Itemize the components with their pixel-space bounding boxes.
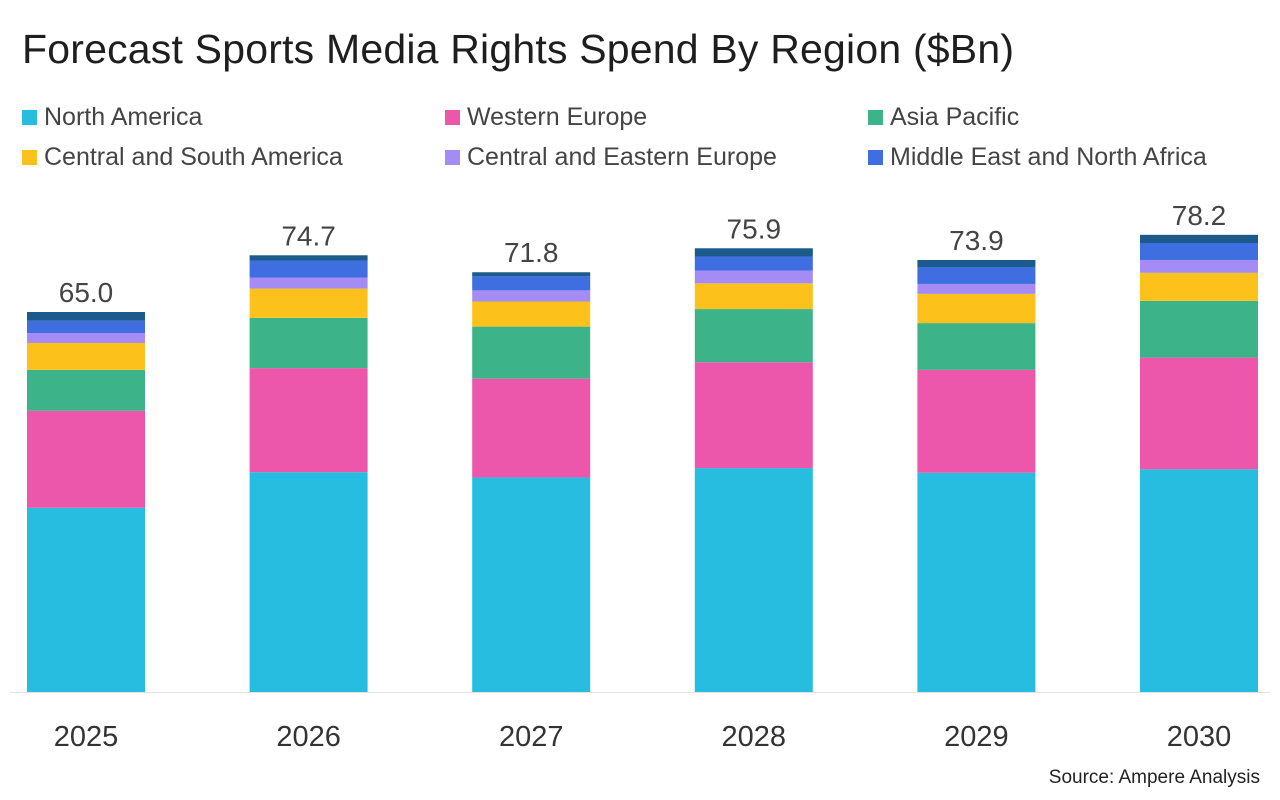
- bar-segment-central-and-eastern-europe-2029: [917, 283, 1036, 294]
- bar-segment-central-and-south-america-2030: [1140, 272, 1258, 301]
- legend-item-western-europe: Western Europe: [445, 102, 868, 131]
- bar-segment-other-2029: [917, 259, 1036, 267]
- legend-item-north-america: North America: [22, 102, 445, 131]
- bar-segment-other-2030: [1140, 234, 1258, 244]
- legend-swatch: [22, 109, 37, 125]
- bar-segment-north-america-2026: [249, 472, 368, 692]
- total-label: 65.0: [59, 277, 114, 308]
- legend-swatch: [445, 109, 460, 125]
- bar-segment-asia-pacific-2029: [917, 323, 1036, 370]
- legend-item-central-eastern-europe: Central and Eastern Europe: [445, 142, 868, 171]
- bar-segment-western-europe-2026: [249, 368, 368, 473]
- bar-segment-central-and-south-america-2028: [694, 283, 813, 310]
- source-note: Source: Ampere Analysis: [1048, 767, 1260, 788]
- chart-title: Forecast Sports Media Rights Spend By Re…: [22, 26, 1015, 72]
- bar-segment-western-europe-2027: [472, 378, 591, 478]
- bar-segment-north-america-2028: [694, 468, 813, 692]
- bar-segment-central-and-eastern-europe-2026: [249, 277, 368, 289]
- legend-item-central-south-america: Central and South America: [22, 142, 445, 171]
- bar-segment-western-europe-2029: [917, 369, 1036, 473]
- legend: North America Western Europe Asia Pacifi…: [22, 102, 1280, 171]
- legend-label: Central and South America: [44, 142, 343, 171]
- bar-segment-north-america-2030: [1140, 469, 1258, 692]
- bar-segment-middle-east-and-north-africa-2025: [27, 320, 145, 334]
- bar-segment-central-and-eastern-europe-2025: [27, 333, 145, 343]
- legend-item-mena: Middle East and North Africa: [868, 142, 1280, 171]
- bar-segment-asia-pacific-2026: [249, 317, 368, 369]
- bar-segment-north-america-2027: [472, 477, 591, 692]
- legend-label: Middle East and North Africa: [890, 142, 1207, 171]
- total-label: 74.7: [281, 220, 336, 251]
- bar-segment-north-america-2025: [27, 507, 145, 692]
- bar-segment-middle-east-and-north-africa-2026: [249, 260, 368, 278]
- legend-swatch: [22, 149, 37, 165]
- bar-segment-asia-pacific-2028: [694, 309, 813, 363]
- bar-segment-central-and-eastern-europe-2030: [1140, 259, 1258, 273]
- total-label: 73.9: [949, 225, 1004, 256]
- x-tick-label: 2027: [499, 721, 564, 753]
- bar-segment-middle-east-and-north-africa-2030: [1140, 243, 1258, 260]
- legend-label: Western Europe: [467, 102, 648, 131]
- bar-segment-asia-pacific-2027: [472, 326, 591, 379]
- legend-label: North America: [44, 102, 203, 131]
- bar-segment-central-and-south-america-2026: [249, 288, 368, 318]
- x-tick-label: 2028: [722, 721, 787, 753]
- x-tick-label: 2030: [1167, 721, 1232, 753]
- bar-segment-central-and-south-america-2029: [917, 293, 1036, 324]
- bar-segment-central-and-south-america-2027: [472, 301, 591, 327]
- bar-segment-central-and-south-america-2025: [27, 342, 145, 370]
- legend-swatch: [868, 149, 883, 165]
- bar-segment-asia-pacific-2030: [1140, 300, 1258, 358]
- bar-segment-other-2027: [472, 272, 591, 277]
- total-label: 75.9: [727, 213, 782, 244]
- legend-label: Asia Pacific: [890, 102, 1020, 131]
- legend-label: Central and Eastern Europe: [467, 142, 777, 171]
- bar-segment-middle-east-and-north-africa-2029: [917, 266, 1036, 284]
- bar-segment-western-europe-2028: [694, 362, 813, 469]
- bar-segment-middle-east-and-north-africa-2027: [472, 276, 591, 291]
- bar-segment-central-and-eastern-europe-2027: [472, 290, 591, 302]
- bar-segment-other-2028: [694, 248, 813, 257]
- bar-segment-western-europe-2025: [27, 410, 145, 508]
- bar-segment-other-2026: [249, 255, 368, 261]
- x-tick-label: 2026: [276, 721, 341, 753]
- bar-segment-north-america-2029: [917, 472, 1036, 692]
- x-tick-label: 2029: [944, 721, 1009, 753]
- x-tick-label: 2025: [54, 721, 119, 753]
- legend-item-asia-pacific: Asia Pacific: [868, 102, 1280, 131]
- bar-segment-asia-pacific-2025: [27, 369, 145, 411]
- bar-segment-central-and-eastern-europe-2028: [694, 270, 813, 284]
- bar-segment-middle-east-and-north-africa-2028: [694, 256, 813, 271]
- legend-swatch: [868, 109, 883, 125]
- bar-segment-other-2025: [27, 312, 145, 321]
- bar-segment-western-europe-2030: [1140, 357, 1258, 470]
- total-label: 71.8: [504, 237, 559, 268]
- legend-swatch: [445, 149, 460, 165]
- total-label: 78.2: [1172, 200, 1227, 231]
